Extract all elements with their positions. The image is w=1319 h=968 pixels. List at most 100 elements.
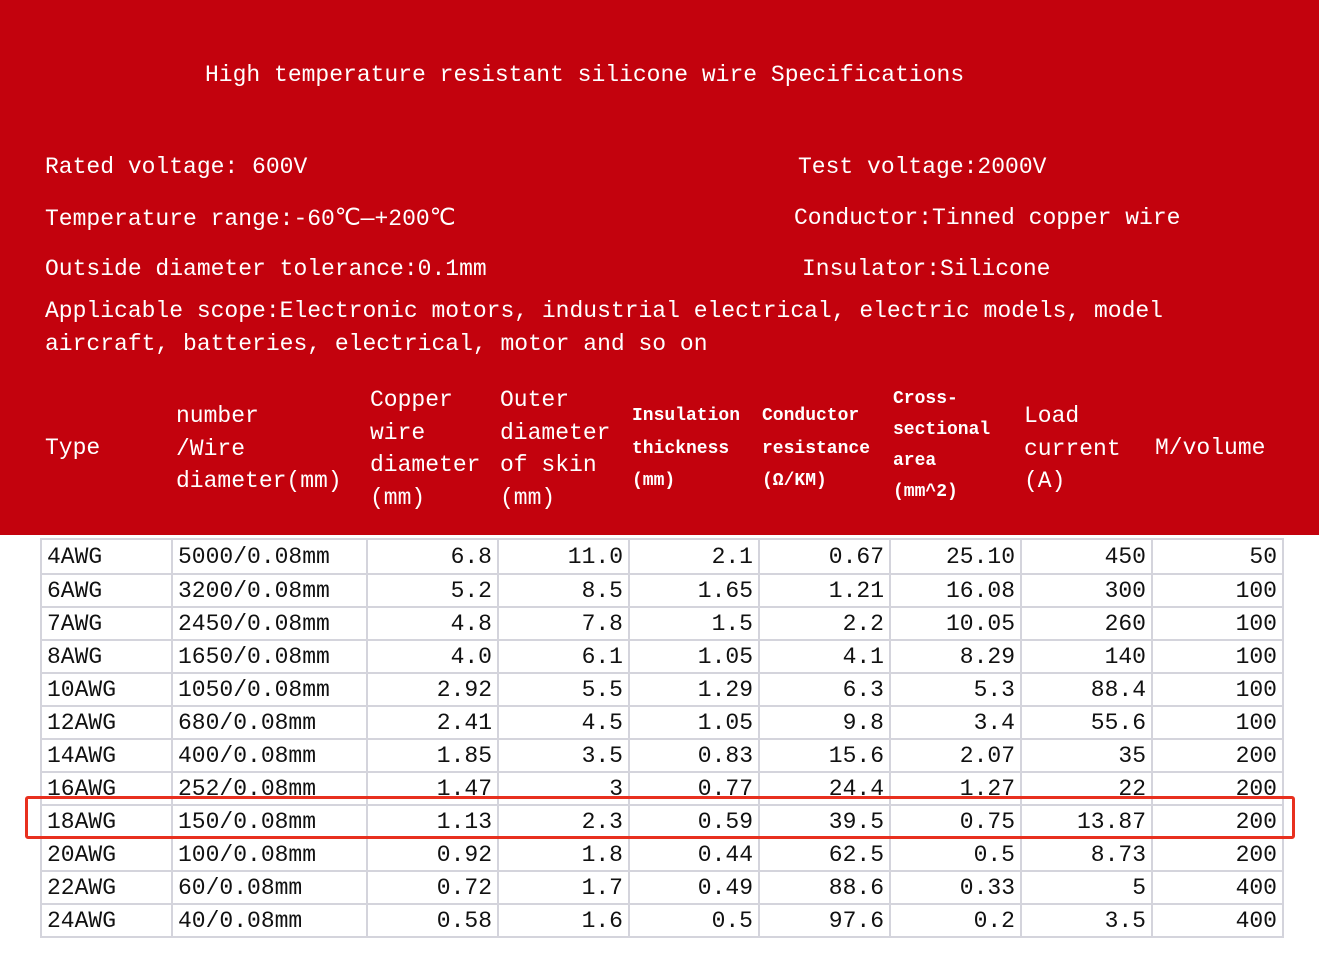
table-cell: 3200/0.08mm (171, 573, 368, 608)
table-cell: 4.1 (758, 639, 891, 674)
table-cell: 1.05 (628, 639, 760, 674)
table-cell: 3.4 (889, 705, 1022, 740)
table-cell: 5.3 (889, 672, 1022, 707)
table-cell: 3.5 (497, 738, 630, 773)
table-cell: 5000/0.08mm (171, 538, 368, 575)
header-m-volume: M/volume (1155, 435, 1266, 461)
table-cell: 14AWG (40, 738, 173, 773)
table-cell: 680/0.08mm (171, 705, 368, 740)
table-cell: 100 (1151, 705, 1284, 740)
table-cell: 0.2 (889, 903, 1022, 938)
table-cell: 97.6 (758, 903, 891, 938)
table-row: 12AWG 680/0.08mm 2.41 4.5 1.05 9.8 3.4 55.6 100 (40, 705, 1284, 740)
table-row: 4AWG 5000/0.08mm 6.8 11.0 2.1 0.67 25.10 450 50 (40, 538, 1284, 575)
insulator: Insulator:Silicone (802, 256, 1051, 282)
table-cell: 100 (1151, 573, 1284, 608)
table-cell: 5.5 (497, 672, 630, 707)
table-cell: 0.5 (628, 903, 760, 938)
table-cell: 3 (497, 771, 630, 806)
table-row: 6AWG 3200/0.08mm 5.2 8.5 1.65 1.21 16.08 300 100 (40, 573, 1284, 608)
table-cell: 2450/0.08mm (171, 606, 368, 641)
table-cell: 24.4 (758, 771, 891, 806)
outside-diameter-tolerance: Outside diameter tolerance:0.1mm (45, 256, 487, 282)
table-cell: 2.1 (628, 538, 760, 575)
table-cell: 0.72 (366, 870, 499, 905)
table-cell: 10.05 (889, 606, 1022, 641)
table-cell: 62.5 (758, 837, 891, 872)
table-cell: 1.7 (497, 870, 630, 905)
table-cell: 22AWG (40, 870, 173, 905)
table-cell: 0.92 (366, 837, 499, 872)
table-cell: 400/0.08mm (171, 738, 368, 773)
test-voltage: Test voltage:2000V (798, 154, 1047, 180)
table-cell: 12AWG (40, 705, 173, 740)
table-cell: 1.6 (497, 903, 630, 938)
header-conductor-resistance: Conductor resistance (Ω/KM) (762, 406, 871, 491)
table-row: 20AWG 100/0.08mm 0.92 1.8 0.44 62.5 0.5 8.73 200 (40, 837, 1284, 872)
table-cell: 1.8 (497, 837, 630, 872)
table-cell: 150/0.08mm (171, 804, 368, 839)
table-cell: 0.5 (889, 837, 1022, 872)
table-cell: 100 (1151, 639, 1284, 674)
table-cell: 35 (1020, 738, 1153, 773)
table-cell: 200 (1151, 738, 1284, 773)
table-cell: 200 (1151, 837, 1284, 872)
header-outer-diameter: Outer diameter of skin (mm) (500, 387, 611, 511)
table-cell: 400 (1151, 903, 1284, 938)
spec-banner (0, 0, 1319, 535)
table-cell: 50 (1151, 538, 1284, 575)
temperature-range: Temperature range:-60℃—+200℃ (45, 206, 456, 232)
table-cell: 24AWG (40, 903, 173, 938)
table-cell: 20AWG (40, 837, 173, 872)
page-title: High temperature resistant silicone wire… (205, 62, 965, 88)
highlighted-row-box (25, 796, 1295, 839)
header-insulation-thickness: Insulation thickness (mm) (632, 406, 741, 491)
table-cell: 0.58 (366, 903, 499, 938)
table-cell: 0.33 (889, 870, 1022, 905)
table-cell: 8.73 (1020, 837, 1153, 872)
header-type: Type (45, 435, 101, 461)
table-cell: 39.5 (758, 804, 891, 839)
table-cell: 0.77 (628, 771, 760, 806)
header-cross-section: Cross- sectional area (mm^2) (893, 389, 991, 502)
table-cell: 260 (1020, 606, 1153, 641)
table-cell: 1050/0.08mm (171, 672, 368, 707)
applicable-scope-line1: Applicable scope:Electronic motors, indu… (45, 298, 1163, 324)
table-cell: 88.6 (758, 870, 891, 905)
table-cell: 450 (1020, 538, 1153, 575)
table-cell: 300 (1020, 573, 1153, 608)
table-cell: 4.0 (366, 639, 499, 674)
table-cell: 1650/0.08mm (171, 639, 368, 674)
table-cell: 100/0.08mm (171, 837, 368, 872)
table-cell: 7.8 (497, 606, 630, 641)
table-cell: 6AWG (40, 573, 173, 608)
table-cell: 0.83 (628, 738, 760, 773)
table-cell: 100 (1151, 672, 1284, 707)
table-cell: 6.8 (366, 538, 499, 575)
table-cell: 140 (1020, 639, 1153, 674)
table-cell: 8.5 (497, 573, 630, 608)
table-row: 8AWG 1650/0.08mm 4.0 6.1 1.05 4.1 8.29 140 100 (40, 639, 1284, 674)
table-cell: 60/0.08mm (171, 870, 368, 905)
table-cell: 2.92 (366, 672, 499, 707)
table-row: 14AWG 400/0.08mm 1.85 3.5 0.83 15.6 2.07 35 200 (40, 738, 1284, 773)
table-cell: 16.08 (889, 573, 1022, 608)
applicable-scope-line2: aircraft, batteries, electrical, motor a… (45, 331, 708, 357)
table-cell: 2.07 (889, 738, 1022, 773)
table-row: 10AWG 1050/0.08mm 2.92 5.5 1.29 6.3 5.3 88.4 100 (40, 672, 1284, 707)
table-cell: 1.65 (628, 573, 760, 608)
table-cell: 7AWG (40, 606, 173, 641)
table-cell: 25.10 (889, 538, 1022, 575)
table-cell: 200 (1151, 771, 1284, 806)
table-cell: 1.21 (758, 573, 891, 608)
table-cell: 400 (1151, 870, 1284, 905)
table-cell: 5 (1020, 870, 1153, 905)
table-cell: 4.8 (366, 606, 499, 641)
table-cell: 0.67 (758, 538, 891, 575)
table-cell: 1.27 (889, 771, 1022, 806)
table-cell: 18AWG (40, 804, 173, 839)
table-cell: 8AWG (40, 639, 173, 674)
table-cell: 3.5 (1020, 903, 1153, 938)
table-row: 22AWG 60/0.08mm 0.72 1.7 0.49 88.6 0.33 5 400 (40, 870, 1284, 905)
table-cell: 1.29 (628, 672, 760, 707)
